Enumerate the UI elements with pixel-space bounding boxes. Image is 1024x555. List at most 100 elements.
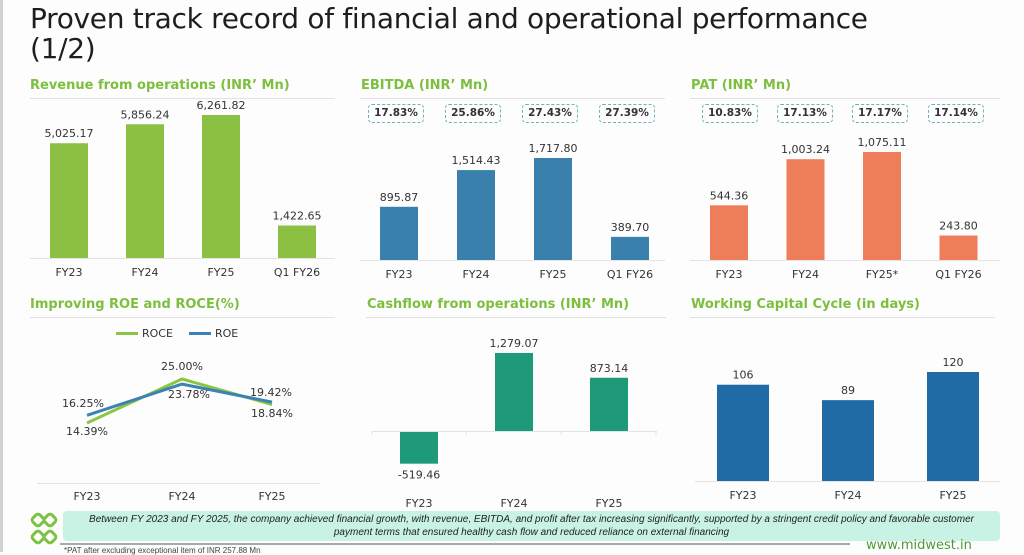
midwest-logo-icon (30, 512, 58, 545)
revenue-value-label: 6,261.82 (197, 99, 246, 112)
cashflow-chart-title: Cashflow from operations (INR’ Mn) (367, 297, 630, 312)
ebitda-value-label: 1,717.80 (529, 142, 578, 155)
ebitda-category-label: FY25 (539, 268, 566, 281)
roe-line (86, 382, 273, 417)
pat-bar (786, 159, 825, 260)
ebitda-value-label: 389.70 (611, 221, 650, 234)
pat-value-label: 243.80 (939, 220, 978, 233)
summary-box: Between FY 2023 and FY 2025, the company… (63, 511, 1000, 541)
ebitda-divider (360, 98, 665, 99)
cashflow-category-label: FY25 (595, 497, 622, 510)
cashflow-value-label: 873.14 (590, 362, 629, 375)
revenue-category-label: FY23 (55, 266, 82, 279)
page-title-line2: (1/2) (30, 32, 96, 65)
ebitda-category-label: Q1 FY26 (607, 268, 653, 281)
revenue-value-label: 5,856.24 (121, 108, 170, 121)
roce-value-label: 14.39% (66, 425, 108, 438)
pat-bar (710, 205, 748, 260)
wcc-category-label: FY23 (729, 489, 756, 502)
revenue-bar (126, 124, 164, 259)
ebitda-value-label: 1,514.43 (452, 154, 501, 167)
cashflow-value-label: -519.46 (398, 469, 440, 482)
website-link[interactable]: www.midwest.in (866, 538, 972, 553)
pat-margin-box: 17.17% (852, 104, 908, 123)
wcc-divider (690, 317, 995, 318)
roe-value-label: 19.42% (250, 386, 292, 399)
ebitda-bar (457, 170, 495, 260)
pat-category-label: FY24 (792, 268, 819, 281)
wcc-category-label: FY25 (939, 489, 966, 502)
pat-divider (690, 98, 1000, 99)
pat-bar (939, 235, 978, 260)
roe-value-label: 16.25% (62, 397, 104, 410)
roce-legend-swatch (116, 332, 138, 335)
cashflow-category-label: FY23 (405, 497, 432, 510)
wcc-category-label: FY24 (834, 489, 861, 502)
revenue-category-label: FY25 (207, 266, 234, 279)
ebitda-margin-box: 27.43% (522, 104, 578, 123)
roe-legend-label: ROE (214, 327, 239, 340)
roce-value-label: 25.00% (161, 360, 203, 373)
pat-margin-box: 17.13% (777, 104, 833, 123)
page-title: Proven track record of financial and ope… (30, 4, 868, 64)
roe-value-label: 23.78% (168, 388, 210, 401)
pat-margin-box: 17.14% (928, 104, 984, 123)
cashflow-bar (495, 353, 533, 431)
pat-category-label: FY25* (866, 268, 899, 281)
cashflow-bar (400, 432, 438, 464)
roce-legend-label: ROCE (142, 327, 173, 340)
page-left-border (0, 0, 3, 552)
ebitda-margin-box: 17.83% (368, 104, 424, 123)
pat-footnote: *PAT after excluding exceptional item of… (64, 546, 261, 555)
roe-legend-swatch (188, 332, 211, 335)
cashflow-category-label: FY24 (500, 497, 527, 510)
ebitda-margin-box: 27.39% (599, 104, 655, 123)
pat-value-label: 544.36 (710, 189, 749, 202)
pat-bar (863, 152, 901, 260)
roe-roce-category-label: FY23 (73, 490, 100, 503)
revenue-chart-title: Revenue from operations (INR’ Mn) (30, 78, 290, 93)
roe-roce-divider (30, 317, 335, 318)
revenue-divider (30, 98, 335, 99)
cashflow-bar (590, 377, 628, 431)
wcc-value-label: 120 (943, 356, 964, 369)
revenue-bar (278, 225, 316, 258)
wcc-value-label: 89 (841, 384, 855, 397)
wcc-chart-title: Working Capital Cycle (in days) (691, 297, 920, 312)
revenue-bar (50, 143, 88, 258)
pat-category-label: Q1 FY26 (935, 268, 981, 281)
roe-roce-chart-title: Improving ROE and ROCE(%) (30, 297, 240, 312)
revenue-value-label: 1,422.65 (273, 210, 322, 223)
wcc-bar (822, 400, 874, 481)
ebitda-value-label: 895.87 (380, 191, 419, 204)
pat-chart-title: PAT (INR’ Mn) (691, 78, 792, 93)
summary-text: Between FY 2023 and FY 2025, the company… (89, 514, 974, 538)
revenue-value-label: 5,025.17 (45, 127, 94, 140)
roce-value-label: 18.84% (251, 407, 293, 420)
ebitda-category-label: FY24 (462, 268, 489, 281)
pat-category-label: FY23 (715, 268, 742, 281)
ebitda-chart-title: EBITDA (INR’ Mn) (361, 78, 489, 93)
roe-roce-category-label: FY25 (258, 490, 285, 503)
ebitda-margin-box: 25.86% (445, 104, 501, 123)
pat-margin-box: 10.83% (702, 104, 758, 123)
ebitda-bar (611, 236, 649, 260)
revenue-bar (202, 115, 240, 258)
wcc-bar (717, 384, 769, 481)
ebitda-category-label: FY23 (385, 268, 412, 281)
pat-value-label: 1,075.11 (858, 136, 907, 149)
ebitda-bar (380, 206, 418, 260)
footer-rule (60, 543, 850, 545)
cashflow-value-label: 1,279.07 (490, 337, 539, 350)
ebitda-bar (534, 158, 572, 260)
cashflow-divider (366, 317, 666, 318)
pat-value-label: 1,003.24 (781, 143, 830, 156)
revenue-category-label: FY24 (131, 266, 158, 279)
revenue-category-label: Q1 FY26 (274, 266, 320, 279)
wcc-value-label: 106 (733, 369, 754, 382)
page-title-line1: Proven track record of financial and ope… (30, 2, 868, 35)
wcc-bar (927, 372, 979, 481)
roe-roce-legend: ROCE ROE (116, 327, 238, 340)
roe-roce-category-label: FY24 (168, 490, 195, 503)
